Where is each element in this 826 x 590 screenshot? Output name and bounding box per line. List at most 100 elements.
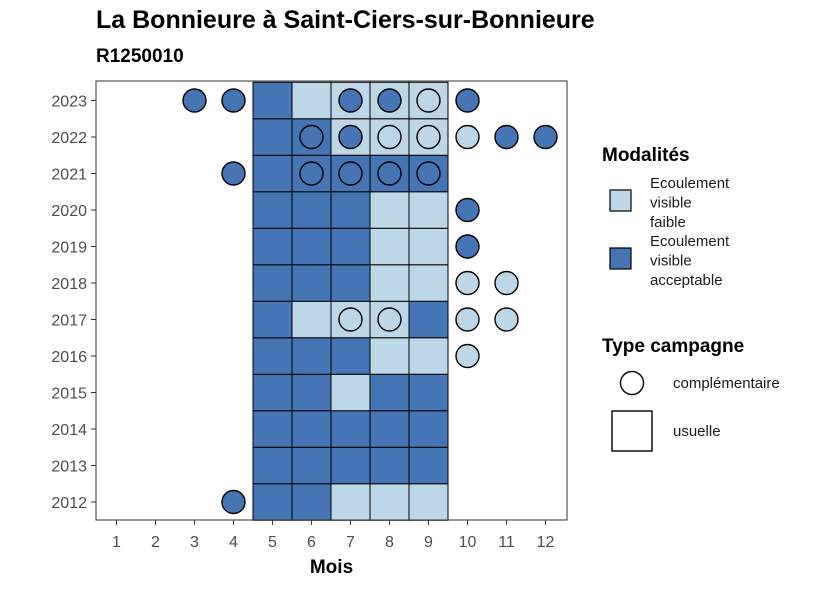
heatmap-cell-2019-7 [330, 227, 371, 266]
heatmap-cell-2012-5 [252, 483, 293, 521]
heatmap-cell-2016-6 [291, 337, 332, 375]
x-axis: 1 2 3 4 5 6 7 8 9 10 11 12 [112, 520, 555, 551]
heatmap-cell-2017-5 [252, 300, 293, 339]
x-tick-label: 9 [424, 534, 433, 551]
heatmap-cell-2021-5 [252, 154, 293, 193]
y-tick-label: 2021 [51, 167, 87, 184]
marker-2022-10 [455, 124, 480, 150]
marker-2021-8 [377, 161, 402, 186]
heatmap-cell-2022-5 [252, 118, 293, 156]
heatmap-cell-2013-7 [330, 446, 371, 485]
heatmap-cell-2018-8 [369, 264, 410, 302]
x-tick-label: 7 [346, 534, 355, 551]
legend-key-acceptable [609, 247, 632, 270]
x-tick-label: 11 [498, 534, 515, 551]
chart-title: La Bonnieure à Saint-Ciers-sur-Bonnieure [96, 6, 595, 34]
heatmap-cell-2019-8 [369, 227, 410, 266]
heatmap-cell-2015-6 [291, 373, 332, 412]
legend-label-complementaire: complémentaire [673, 375, 780, 392]
marker-2018-11 [494, 270, 519, 296]
heatmap-cell-2017-9 [408, 300, 449, 339]
marker-2023-8 [377, 88, 402, 113]
marker-2017-7 [338, 307, 363, 332]
x-tick-label: 1 [112, 534, 121, 551]
heatmap-cell-2018-7 [330, 264, 371, 302]
heatmap-cell-2018-6 [291, 264, 332, 302]
y-tick-label: 2012 [51, 495, 87, 512]
heatmap-cell-2016-5 [252, 337, 293, 375]
y-tick-label: 2017 [51, 313, 87, 330]
y-tick-label: 2016 [51, 349, 87, 366]
x-tick-label: 12 [537, 534, 555, 551]
marker-2017-8 [377, 307, 402, 332]
complementaire-markers [182, 88, 558, 515]
y-tick-label: 2018 [51, 276, 87, 293]
heatmap-cell-2016-8 [369, 337, 410, 375]
heatmap-cell-2012-7 [330, 483, 371, 521]
marker-2021-6 [299, 161, 324, 186]
y-axis: 2012 2013 2014 2015 2016 2017 2018 2019 2020 2021… [51, 94, 96, 512]
x-tick-label: 6 [307, 534, 316, 551]
heatmap-cell-2015-9 [408, 373, 449, 412]
marker-2022-8 [377, 124, 402, 150]
marker-2018-10 [455, 270, 480, 296]
marker-2021-7 [338, 161, 363, 186]
heatmap-cell-2013-5 [252, 446, 293, 485]
y-tick-label: 2013 [51, 459, 87, 476]
marker-2023-9 [416, 88, 441, 113]
legend-key-faible [609, 189, 632, 212]
legend-key-complementaire [619, 370, 645, 396]
heatmap-cell-2014-9 [408, 410, 449, 448]
x-tick-label: 8 [385, 534, 394, 551]
marker-2021-4 [221, 161, 246, 186]
marker-2020-10 [455, 197, 480, 223]
y-tick-label: 2015 [51, 386, 87, 403]
marker-2023-10 [455, 88, 480, 113]
marker-2012-4 [221, 489, 246, 515]
chart-subtitle: R1250010 [96, 46, 184, 67]
marker-2022-6 [299, 124, 324, 150]
legend: Modalités Ecoulement visible faibleEcouleme… [602, 145, 780, 452]
heatmap-cell-2018-9 [408, 264, 449, 302]
heatmap-cell-2020-6 [291, 191, 332, 229]
y-tick-label: 2019 [51, 240, 87, 257]
heatmap-cell-2013-8 [369, 446, 410, 485]
marker-2022-11 [494, 124, 519, 150]
heatmap-cell-2015-7 [330, 373, 371, 412]
marker-2021-9 [416, 161, 441, 186]
heatmap-cell-2014-7 [330, 410, 371, 448]
heatmap-cell-2017-6 [291, 300, 332, 339]
heatmap-cell-2014-8 [369, 410, 410, 448]
heatmap-cell-2020-9 [408, 191, 449, 229]
heatmap-cell-2023-6 [291, 81, 332, 120]
heatmap-cell-2020-8 [369, 191, 410, 229]
legend-title-modalites: Modalités [602, 145, 690, 166]
y-tick-label: 2020 [51, 203, 87, 220]
marker-2022-12 [533, 124, 558, 150]
x-tick-label: 5 [268, 534, 277, 551]
x-tick-label: 10 [459, 534, 477, 551]
marker-2017-11 [494, 307, 519, 332]
y-tick-label: 2023 [51, 94, 87, 111]
marker-2022-9 [416, 124, 441, 150]
heatmap-cell-2019-9 [408, 227, 449, 266]
y-tick-label: 2014 [51, 422, 87, 439]
heatmap-cell-2013-6 [291, 446, 332, 485]
plot-panel-border [95, 80, 568, 521]
marker-2023-4 [221, 88, 246, 113]
heatmap-cell-2016-9 [408, 337, 449, 375]
marker-2023-7 [338, 88, 363, 113]
legend-label-acceptable: Ecoulement visible acceptable [650, 233, 730, 289]
heatmap-cell-2019-5 [252, 227, 293, 266]
heatmap-cell-2015-8 [369, 373, 410, 412]
y-tick-label: 2022 [51, 130, 87, 147]
legend-label-usuelle: usuelle [673, 423, 721, 440]
marker-2019-10 [455, 234, 480, 259]
heatmap-cell-2019-6 [291, 227, 332, 266]
x-tick-label: 3 [190, 534, 199, 551]
heatmap-cell-2020-7 [330, 191, 371, 229]
heatmap-cell-2013-9 [408, 446, 449, 485]
legend-label-faible: Ecoulement visible faible [650, 175, 730, 231]
x-tick-label: 4 [229, 534, 238, 551]
